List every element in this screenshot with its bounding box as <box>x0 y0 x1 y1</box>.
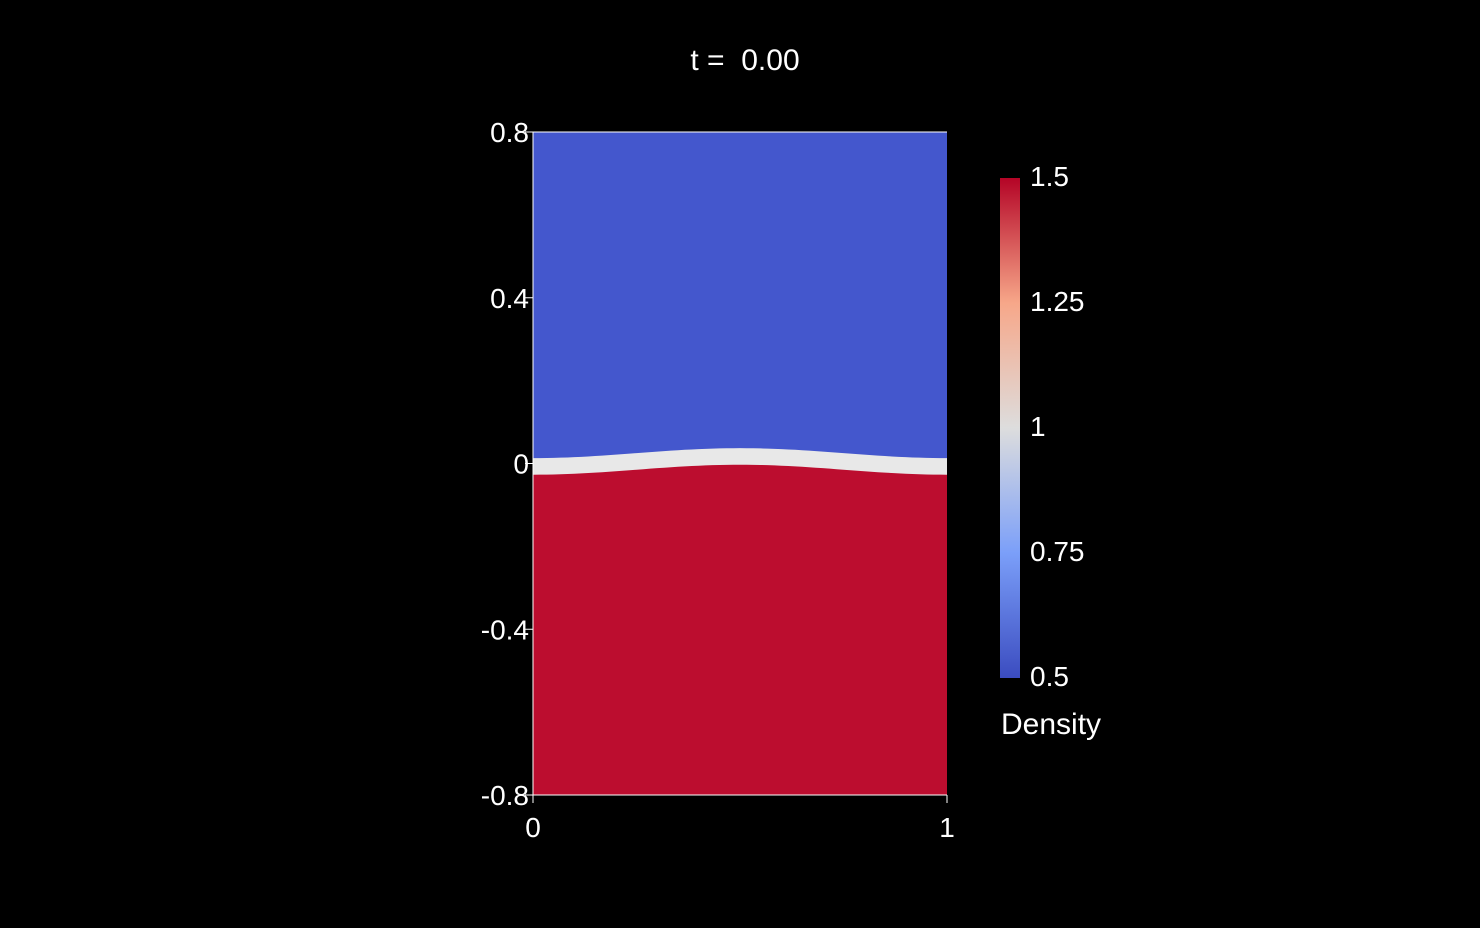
colorbar-tick-label: 1.25 <box>1030 286 1085 317</box>
colorbar-tick-label: 0.5 <box>1030 661 1069 692</box>
y-tick-label: 0.8 <box>490 117 529 148</box>
colorbar-tick-label: 1.5 <box>1030 161 1069 192</box>
colorbar-tick-label: 0.75 <box>1030 536 1085 567</box>
colorbar-ticks: 1.5 1.25 1 0.75 0.5 <box>1030 161 1085 692</box>
y-axis-ticks: 0.8 0.4 0 -0.4 -0.8 <box>481 117 533 811</box>
density-field <box>533 132 947 795</box>
upper-fluid-region <box>533 132 947 459</box>
y-tick-label: -0.4 <box>481 614 529 645</box>
x-tick-label: 0 <box>525 812 541 843</box>
x-tick-label: 1 <box>939 812 955 843</box>
colorbar-label: Density <box>1001 708 1101 741</box>
y-tick-label: 0 <box>513 449 529 480</box>
chart-title: t = 0.00 <box>690 44 799 77</box>
colorbar-gradient <box>1000 178 1020 678</box>
y-tick-label: 0.4 <box>490 283 529 314</box>
y-tick-label: -0.8 <box>481 780 529 811</box>
colorbar-tick-label: 1 <box>1030 411 1046 442</box>
